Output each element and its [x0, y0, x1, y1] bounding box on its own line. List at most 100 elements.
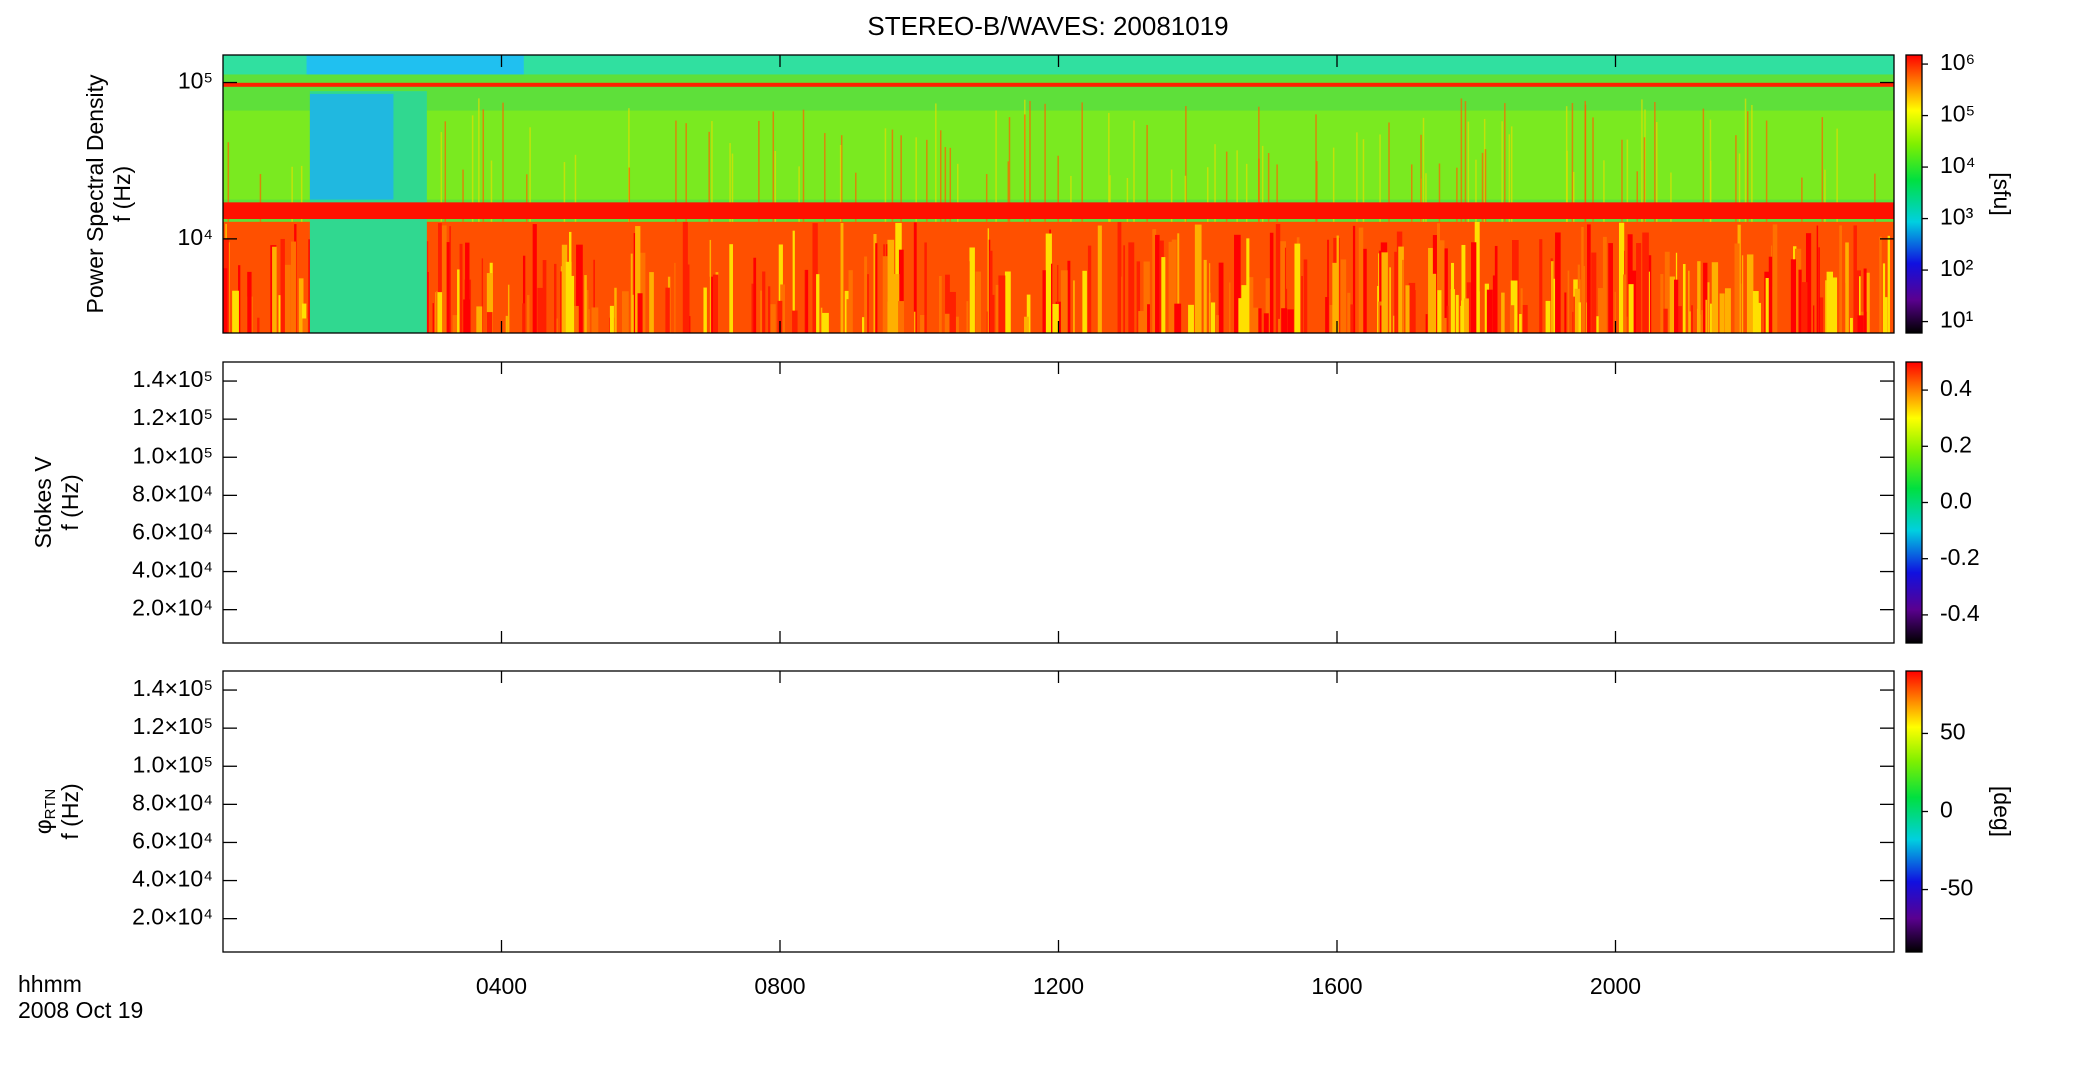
spectrogram-spike — [502, 102, 504, 222]
spectrogram-stripe — [1768, 256, 1773, 333]
y-tick-label: 1.4×10⁵ — [132, 675, 213, 701]
spectrogram-spike — [926, 139, 928, 222]
spectrogram-stripe — [1674, 279, 1679, 333]
spectrogram-spike — [1643, 137, 1646, 222]
spectrogram-spike — [1592, 117, 1594, 222]
spectrogram-stripe — [1623, 274, 1627, 333]
spectrogram-stripe — [1279, 241, 1286, 333]
spectrogram-spike — [1475, 159, 1477, 222]
spectrogram-spike — [840, 135, 843, 222]
spectrogram-spike — [1709, 119, 1712, 222]
spectrogram-spike — [259, 174, 262, 222]
spectrogram-stripe — [527, 295, 530, 333]
spectrogram-stripe — [924, 242, 927, 333]
spectrogram-spike — [1702, 108, 1705, 222]
spectrogram-stripe — [1042, 270, 1046, 333]
spectrogram-spike — [563, 162, 566, 222]
colorbar-tick-label: 0.4 — [1940, 375, 1972, 401]
spectrogram-stripe — [674, 262, 676, 333]
spectrogram-spike — [1746, 111, 1749, 222]
spectrogram-stripe — [898, 301, 905, 333]
y-tick-label: 6.0×10⁴ — [132, 828, 213, 854]
spectrogram-stripe — [1865, 272, 1870, 333]
spectrogram-stripe — [1519, 314, 1522, 333]
spectrogram-stripe — [1798, 269, 1802, 333]
spectrogram-spike — [1510, 126, 1513, 222]
spectrogram-stripe — [938, 276, 942, 333]
spectrogram-spike — [1214, 144, 1216, 222]
spectrogram-stripe — [1026, 294, 1031, 333]
spectrogram-stripe — [1859, 276, 1861, 333]
colorbar — [1905, 361, 1923, 644]
spectrogram-stripe — [1210, 302, 1216, 333]
spectrogram-stripe — [247, 271, 252, 333]
spectrogram-stripe — [703, 287, 707, 333]
spectrogram-spike — [440, 132, 443, 222]
spectrogram-spike — [891, 129, 894, 222]
colorbar — [1905, 670, 1923, 953]
spectrogram-stripe — [1863, 268, 1867, 333]
spectrogram-stripe — [1171, 239, 1177, 333]
spectrogram-stripe — [1136, 261, 1141, 333]
spectrogram-stripe — [562, 302, 565, 333]
y-axis-label: Stokes V — [30, 456, 56, 549]
y-axis-label: f (Hz) — [109, 166, 135, 222]
spectrogram-stripe — [1251, 307, 1259, 333]
spectrogram-stripe — [238, 265, 241, 333]
colorbar-tick-label: 0 — [1940, 797, 1953, 823]
spectrogram-stripe — [1631, 270, 1637, 333]
spectrogram-spike — [1836, 128, 1838, 222]
spectrogram-stripe — [1682, 264, 1686, 333]
spectrogram-stripe — [1188, 304, 1194, 333]
spectrogram-stripe — [1248, 277, 1254, 333]
spectrogram-spike — [675, 120, 677, 222]
spectrogram-stripe — [989, 250, 993, 333]
spectrogram-stripe — [560, 266, 566, 333]
spectrogram-spike — [798, 166, 800, 222]
spectrogram-spike — [1070, 175, 1072, 222]
spectrogram-spike — [478, 98, 480, 222]
spectrogram-stripe — [712, 274, 719, 333]
spectrogram-stripe — [820, 307, 823, 333]
spectrogram-stripe — [1438, 240, 1445, 333]
spectrogram-stripe — [998, 275, 1006, 333]
spectrogram-stripe — [1425, 314, 1428, 333]
spectrogram-stripe — [1578, 302, 1581, 333]
spectrogram-stripe — [1147, 304, 1150, 333]
spectrogram-stripe — [805, 269, 809, 333]
spectrogram-stripe — [570, 275, 575, 333]
spectrogram-stripe — [816, 274, 820, 333]
y-tick-label: 1.2×10⁵ — [132, 713, 213, 739]
spectrogram-stripe — [1123, 245, 1126, 333]
spectrogram-stripe — [1168, 241, 1174, 333]
spectrogram-stripe — [1581, 226, 1584, 333]
spectrogram-spike — [1571, 102, 1574, 222]
spectrogram-spike — [482, 109, 485, 222]
colorbar-tick-label: 10² — [1940, 255, 1974, 281]
spectrogram-spike — [1821, 117, 1824, 222]
spectrogram-spike — [949, 147, 952, 222]
spectrogram-stripe — [1464, 298, 1469, 333]
spectrogram-spike — [774, 150, 777, 222]
spectrogram-stripe — [975, 271, 982, 333]
spectrogram-spike — [1276, 164, 1278, 222]
spectrogram-stripe — [1405, 285, 1410, 333]
spectrogram-spike — [711, 121, 713, 222]
colorbar-tick-label: 10⁶ — [1940, 49, 1975, 75]
spectrogram-stripe — [1608, 243, 1613, 333]
spectrogram-spike — [227, 142, 230, 222]
spectrogram-stripe — [1461, 244, 1466, 333]
spectrogram-stripe — [1545, 300, 1551, 333]
y-tick-label: 1.0×10⁵ — [132, 442, 213, 468]
spectrogram-stripe — [223, 268, 228, 333]
spectrogram-stripe — [1209, 263, 1211, 333]
spectrogram-stripe — [1818, 297, 1824, 333]
spectrogram-stripe — [1138, 311, 1145, 333]
spectrogram-spike — [1422, 117, 1425, 222]
spectrogram-spike — [1258, 106, 1260, 222]
spectrogram-stripe — [966, 301, 969, 333]
spectrogram-stripe — [1229, 282, 1231, 333]
spectrogram-spike — [939, 130, 942, 222]
spectrogram-stripe — [1705, 299, 1708, 333]
